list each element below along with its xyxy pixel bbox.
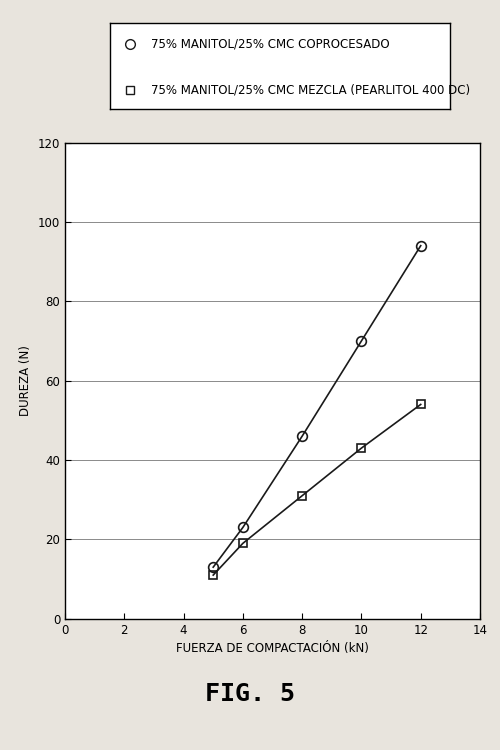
Text: 75% MANITOL/25% CMC COPROCESADO: 75% MANITOL/25% CMC COPROCESADO [151, 38, 390, 50]
Text: 75% MANITOL/25% CMC MEZCLA (PEARLITOL 400 DC): 75% MANITOL/25% CMC MEZCLA (PEARLITOL 40… [151, 83, 470, 96]
X-axis label: FUERZA DE COMPACTACIÓN (kN): FUERZA DE COMPACTACIÓN (kN) [176, 642, 369, 656]
Text: FIG. 5: FIG. 5 [205, 682, 295, 706]
Y-axis label: DUREZA (N): DUREZA (N) [19, 345, 32, 416]
